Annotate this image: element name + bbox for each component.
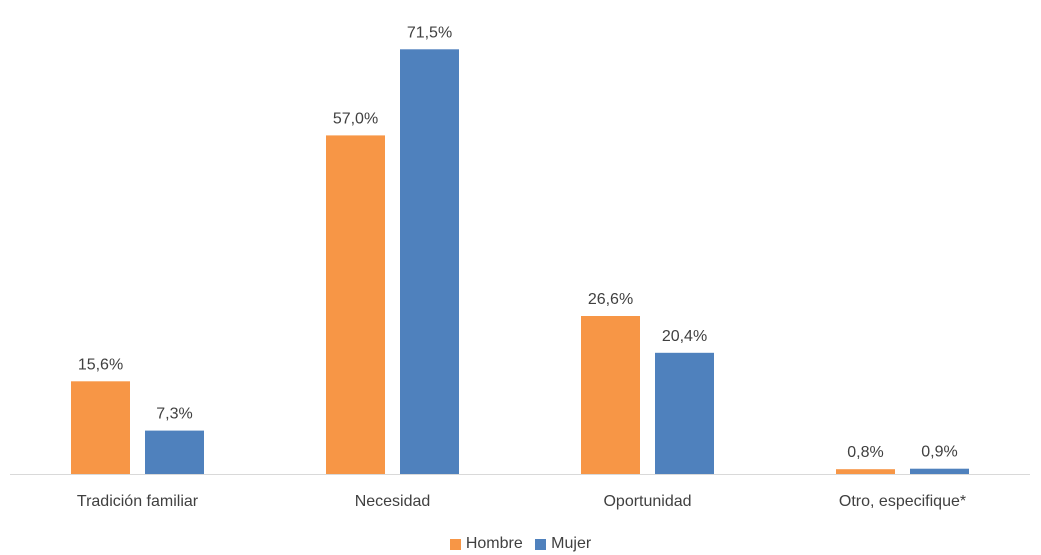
category-label-tradicion-familiar: Tradición familiar <box>77 493 199 510</box>
legend-label-hombre: Hombre <box>465 535 523 552</box>
legend-swatch-hombre <box>449 538 461 550</box>
bar-mujer-tradicion-familiar <box>145 430 204 474</box>
legend: Hombre Mujer <box>0 535 1041 555</box>
legend-label-mujer: Mujer <box>551 535 592 552</box>
data-label-mujer-necesidad: 71,5% <box>407 24 452 41</box>
category-label-oportunidad: Oportunidad <box>603 493 691 510</box>
bar-hombre-otro-especifique <box>836 469 895 474</box>
bar-hombre-oportunidad <box>581 316 640 474</box>
data-label-mujer-tradicion-familiar: 7,3% <box>156 406 192 423</box>
bar-mujer-otro-especifique <box>910 468 969 474</box>
bar-mujer-oportunidad <box>655 352 714 474</box>
legend-item-hombre: Hombre <box>449 535 523 553</box>
data-label-hombre-otro-especifique: 0,8% <box>847 444 883 461</box>
bar-hombre-necesidad <box>326 135 385 474</box>
category-labels-group: Tradición familiar Necesidad Oportunidad Ot… <box>77 493 966 510</box>
bar-mujer-necesidad <box>400 49 459 475</box>
data-label-hombre-necesidad: 57,0% <box>333 110 378 127</box>
data-label-mujer-oportunidad: 20,4% <box>662 328 707 345</box>
data-label-hombre-tradicion-familiar: 15,6% <box>78 356 123 373</box>
category-label-otro-especifique: Otro, especifique* <box>839 493 966 510</box>
data-label-hombre-oportunidad: 26,6% <box>588 291 633 308</box>
data-label-mujer-otro-especifique: 0,9% <box>921 444 957 461</box>
bar-hombre-tradicion-familiar <box>71 381 130 474</box>
bars-group <box>71 49 969 475</box>
category-label-necesidad: Necesidad <box>355 493 431 510</box>
legend-item-mujer: Mujer <box>535 535 591 553</box>
legend-swatch-mujer <box>535 538 547 550</box>
data-labels-group: 15,6% 7,3% 57,0% 71,5% 26,6% 20,4% 0,8% 0,9% <box>78 24 958 461</box>
